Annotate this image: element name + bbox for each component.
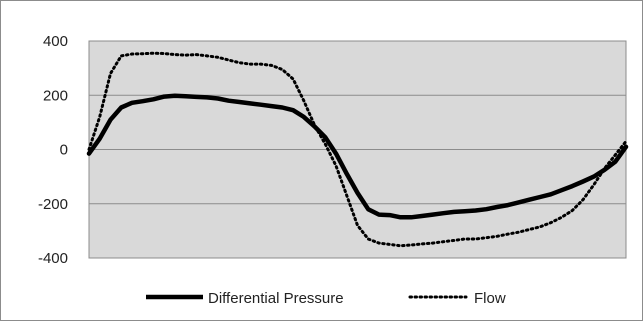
series-line-differential-pressure (86, 93, 629, 220)
y-tick-label: 400 (43, 33, 68, 50)
y-tick-label: 200 (43, 87, 68, 104)
y-tick-label: -400 (38, 250, 68, 267)
legend: Differential Pressure Flow (146, 290, 506, 307)
y-tick-label: 0 (60, 142, 68, 159)
y-axis-ticks: 400 200 0 -200 -400 (38, 33, 68, 267)
legend-label-differential-pressure: Differential Pressure (208, 290, 344, 307)
y-tick-label: -200 (38, 196, 68, 213)
series-group (86, 51, 629, 248)
legend-label-flow: Flow (474, 290, 506, 307)
series-line-flow (87, 51, 628, 248)
